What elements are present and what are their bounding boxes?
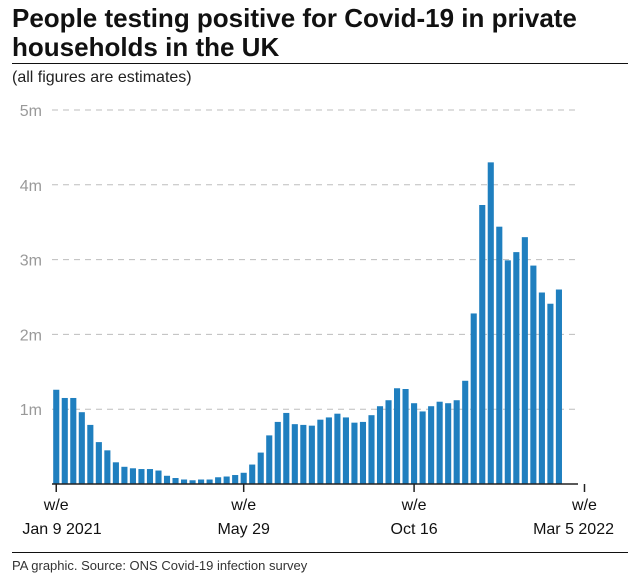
bar bbox=[249, 464, 256, 484]
bars bbox=[53, 162, 562, 485]
bar bbox=[394, 388, 401, 484]
bar bbox=[112, 462, 119, 484]
bar bbox=[521, 237, 528, 484]
title-rule bbox=[12, 63, 628, 64]
bar bbox=[232, 475, 239, 484]
bar bbox=[325, 417, 332, 484]
bar bbox=[530, 265, 537, 484]
bar bbox=[445, 403, 452, 484]
source-note: PA graphic. Source: ONS Covid-19 infecti… bbox=[12, 558, 308, 573]
y-tick-label: 4m bbox=[20, 178, 42, 195]
bar bbox=[385, 400, 392, 484]
bar bbox=[129, 468, 136, 484]
bar bbox=[206, 479, 213, 484]
bar bbox=[223, 476, 230, 484]
bar bbox=[181, 479, 188, 484]
x-tick-label-line1: w/e bbox=[401, 497, 427, 514]
chart-title: People testing positive for Covid-19 in … bbox=[12, 3, 577, 62]
bar bbox=[462, 380, 469, 484]
bar bbox=[555, 289, 562, 484]
bar bbox=[215, 477, 222, 484]
bar bbox=[342, 417, 349, 484]
bar bbox=[317, 419, 324, 484]
x-tick-label-line2: May 29 bbox=[217, 521, 270, 538]
bar bbox=[70, 397, 77, 484]
bar bbox=[198, 479, 205, 484]
bar bbox=[547, 303, 554, 484]
y-tick-label: 5m bbox=[20, 103, 42, 120]
x-tick-label-line2: Mar 5 2022 bbox=[533, 521, 614, 538]
bar bbox=[172, 478, 179, 484]
y-tick-label: 2m bbox=[20, 327, 42, 344]
bar bbox=[513, 252, 520, 484]
bar bbox=[257, 452, 264, 484]
bar bbox=[266, 435, 273, 484]
bar bbox=[291, 424, 298, 484]
bar bbox=[453, 400, 460, 484]
y-tick-label: 3m bbox=[20, 253, 42, 270]
source-rule bbox=[12, 552, 628, 553]
bar bbox=[121, 466, 128, 484]
x-ticks: w/e Jan 9 2021 w/e May 29 w/e Oct 16 w/e Mar 5 … bbox=[22, 484, 614, 538]
bar bbox=[53, 389, 60, 484]
bar bbox=[487, 162, 494, 485]
bar bbox=[504, 260, 511, 484]
x-tick-label-line1: w/e bbox=[43, 497, 69, 514]
bar bbox=[163, 475, 171, 484]
x-tick-label-line2: Oct 16 bbox=[391, 521, 438, 538]
bar bbox=[300, 424, 307, 484]
bar bbox=[428, 406, 435, 484]
bar bbox=[189, 480, 196, 484]
x-tick-label-line1: w/e bbox=[230, 497, 256, 514]
bar bbox=[470, 313, 477, 484]
bar bbox=[308, 425, 315, 484]
bar bbox=[368, 415, 375, 484]
bar bbox=[334, 413, 341, 484]
bar bbox=[376, 406, 384, 484]
chart-subtitle: (all figures are estimates) bbox=[12, 69, 192, 86]
y-tick-label: 1m bbox=[20, 402, 42, 419]
bar bbox=[274, 421, 281, 484]
bar bbox=[78, 412, 85, 484]
bar bbox=[479, 204, 486, 484]
x-tick-label-line1: w/e bbox=[571, 497, 597, 514]
bar bbox=[138, 469, 145, 484]
bar bbox=[359, 421, 367, 484]
bar bbox=[402, 389, 409, 484]
bar bbox=[411, 403, 418, 484]
bar bbox=[61, 397, 68, 484]
bar bbox=[104, 450, 111, 484]
bar bbox=[146, 469, 154, 484]
bar bbox=[419, 411, 426, 484]
bar bbox=[240, 472, 247, 484]
bar bbox=[87, 424, 94, 484]
bar bbox=[538, 292, 545, 484]
bar bbox=[283, 412, 290, 484]
y-tick-labels: 1m 2m 3m 4m 5m bbox=[20, 103, 42, 419]
x-tick-label-line2: Jan 9 2021 bbox=[22, 521, 101, 538]
bar bbox=[436, 401, 443, 484]
bar bbox=[155, 470, 162, 484]
bar bbox=[351, 422, 358, 484]
bar bbox=[496, 226, 503, 485]
bar bbox=[95, 442, 102, 484]
